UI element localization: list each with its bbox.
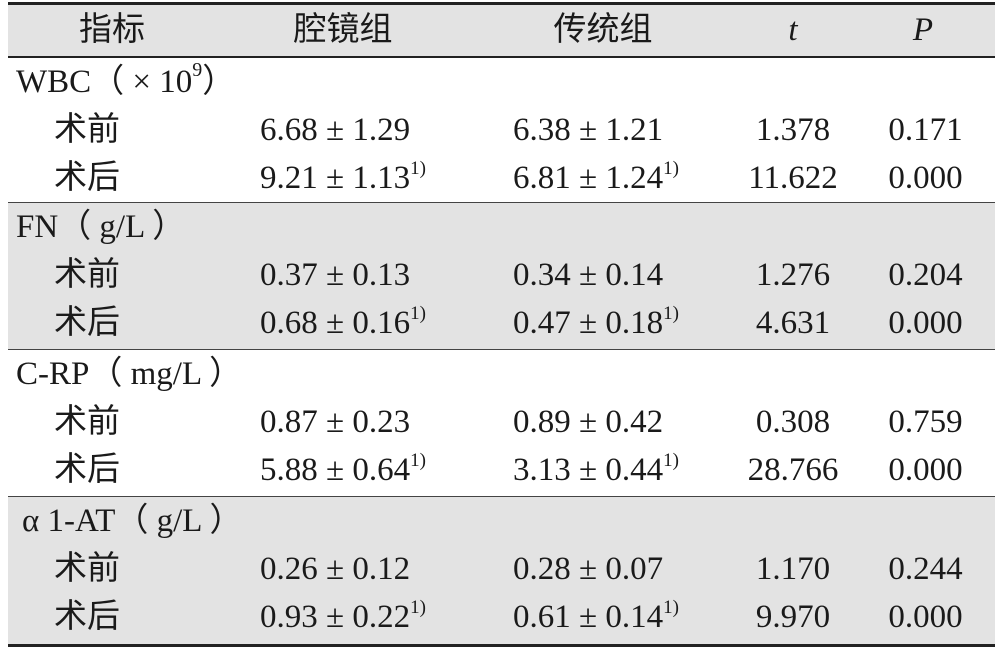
lap-value: 0.68 ± 0.161) xyxy=(260,303,426,341)
header-traditional: 传统组 xyxy=(553,12,653,48)
p-value: 0.171 xyxy=(888,112,963,148)
trad-value: 0.34 ± 0.14 xyxy=(513,257,664,293)
lap-value: 9.21 ± 1.131) xyxy=(260,158,426,196)
bottom-rule xyxy=(8,644,995,647)
lap-value: 0.37 ± 0.13 xyxy=(260,257,411,293)
t-value: 4.631 xyxy=(755,305,831,341)
lap-value: 0.26 ± 0.12 xyxy=(260,551,411,587)
lap-value: 0.87 ± 0.23 xyxy=(260,404,411,440)
group-label: C-RP（ mg/L ） xyxy=(16,356,243,392)
p-value: 0.204 xyxy=(888,257,963,293)
t-value: 11.622 xyxy=(748,160,838,196)
header-indicator: 指标 xyxy=(79,12,145,48)
group-separator xyxy=(8,202,995,203)
t-value: 1.378 xyxy=(755,112,831,148)
row-name: 术前 xyxy=(54,551,120,587)
group-separator xyxy=(8,349,995,350)
p-value: 0.000 xyxy=(888,599,963,635)
row-name: 术后 xyxy=(54,452,120,488)
trad-value: 6.38 ± 1.21 xyxy=(513,112,664,148)
row-name: 术前 xyxy=(54,112,120,148)
t-value: 0.308 xyxy=(755,404,831,440)
header-t: t xyxy=(788,12,798,48)
t-value: 1.276 xyxy=(755,257,831,293)
p-value: 0.000 xyxy=(888,305,963,341)
group-wbc: WBC（ × 109） 术前 6.68 ± 1.29 6.38 ± 1.21 1… xyxy=(8,58,995,204)
trad-value: 3.13 ± 0.441) xyxy=(513,450,679,488)
top-rule xyxy=(8,2,995,5)
row-name: 术后 xyxy=(54,599,120,635)
row-name: 术前 xyxy=(54,404,120,440)
trad-value: 6.81 ± 1.241) xyxy=(513,158,679,196)
lap-value: 0.93 ± 0.221) xyxy=(260,597,426,635)
group-a1at: α 1-AT（ g/L ） 术前 0.26 ± 0.12 0.28 ± 0.07… xyxy=(8,497,995,644)
trad-value: 0.61 ± 0.141) xyxy=(513,597,679,635)
p-value: 0.000 xyxy=(888,160,963,196)
row-name: 术前 xyxy=(54,257,120,293)
group-label: α 1-AT（ g/L ） xyxy=(22,503,243,539)
header-p: P xyxy=(912,12,934,48)
header-rule xyxy=(8,56,995,58)
header-laparoscopic: 腔镜组 xyxy=(293,12,393,48)
table-header: 指标 腔镜组 传统组 t P xyxy=(8,5,995,56)
trad-value: 0.89 ± 0.42 xyxy=(513,404,664,440)
p-value: 0.244 xyxy=(888,551,963,587)
group-fn: FN（ g/L ） 术前 0.37 ± 0.13 0.34 ± 0.14 1.2… xyxy=(8,203,995,349)
t-value: 9.970 xyxy=(755,599,831,635)
p-value: 0.759 xyxy=(888,404,963,440)
lap-value: 5.88 ± 0.641) xyxy=(260,450,426,488)
trad-value: 0.47 ± 0.181) xyxy=(513,303,679,341)
row-name: 术后 xyxy=(54,160,120,196)
group-separator xyxy=(8,496,995,497)
group-label: FN（ g/L ） xyxy=(16,209,186,245)
t-value: 1.170 xyxy=(755,551,831,587)
lap-value: 6.68 ± 1.29 xyxy=(260,112,411,148)
t-value: 28.766 xyxy=(747,452,839,488)
trad-value: 0.28 ± 0.07 xyxy=(513,551,664,587)
p-value: 0.000 xyxy=(888,452,963,488)
row-name: 术后 xyxy=(54,305,120,341)
group-label: WBC（ × 109） xyxy=(16,59,236,100)
group-crp: C-RP（ mg/L ） 术前 0.87 ± 0.23 0.89 ± 0.42 … xyxy=(8,350,995,496)
